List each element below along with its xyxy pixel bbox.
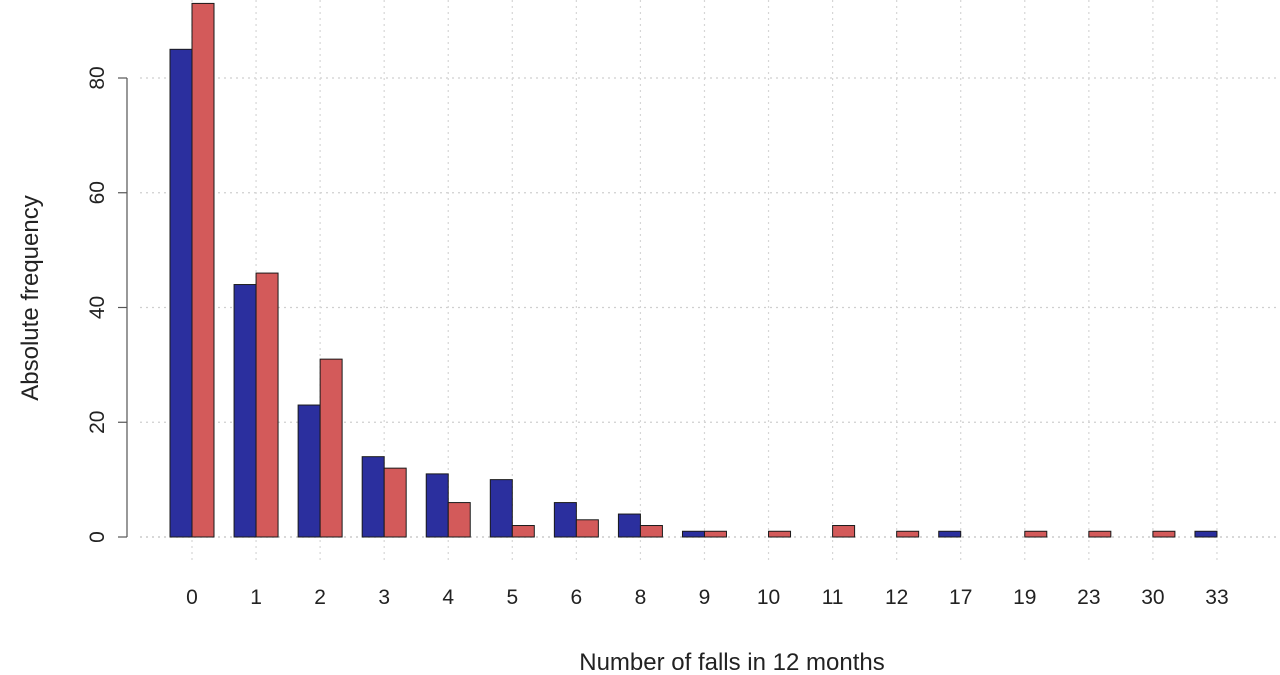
- bar-10-series-2: [768, 530, 792, 538]
- y-tick-label: 0: [86, 531, 109, 543]
- bar-33-series-1: [1194, 530, 1218, 538]
- x-tick-label: 3: [378, 586, 390, 609]
- bar-6-series-1: [553, 502, 577, 538]
- x-tick-label: 6: [571, 586, 583, 609]
- bar-1-series-1: [233, 284, 257, 538]
- x-tick-label: 12: [885, 586, 908, 609]
- x-tick-label: 5: [506, 586, 518, 609]
- bar-2-series-1: [297, 404, 321, 538]
- x-tick-label: 9: [699, 586, 711, 609]
- x-tick-label: 17: [949, 586, 972, 609]
- x-tick-label: 33: [1205, 586, 1228, 609]
- x-tick-label: 4: [442, 586, 454, 609]
- bar-5-series-1: [489, 479, 513, 538]
- y-tick-label: 80: [86, 66, 109, 89]
- x-tick-label: 2: [314, 586, 326, 609]
- bar-19-series-2: [1024, 530, 1048, 538]
- y-tick-label: 60: [86, 181, 109, 204]
- x-tick-label: 8: [635, 586, 647, 609]
- x-axis-label: Number of falls in 12 months: [579, 649, 884, 675]
- bars: [169, 2, 1218, 538]
- bar-4-series-1: [425, 473, 449, 538]
- bar-4-series-2: [447, 502, 471, 538]
- y-tick-label: 40: [86, 296, 109, 319]
- bar-8-series-1: [617, 513, 641, 538]
- x-tick-label: 10: [757, 586, 780, 609]
- bar-0-series-2: [191, 2, 215, 538]
- bar-1-series-2: [255, 272, 279, 538]
- bar-11-series-2: [832, 525, 856, 538]
- bar-23-series-2: [1088, 530, 1112, 538]
- bar-3-series-1: [361, 456, 385, 538]
- bar-6-series-2: [575, 519, 599, 538]
- x-tick-label: 11: [822, 586, 844, 609]
- bar-5-series-2: [511, 525, 535, 538]
- y-axis-label: Absolute frequency: [17, 195, 44, 400]
- bar-9-series-1: [681, 530, 705, 538]
- bar-8-series-2: [639, 525, 663, 538]
- y-axis: 0 20 40 60 80: [86, 66, 128, 543]
- bar-9-series-2: [703, 530, 727, 538]
- bar-17-series-1: [938, 530, 962, 538]
- x-tick-label: 23: [1077, 586, 1100, 609]
- x-tick-label: 0: [186, 586, 198, 609]
- bar-0-series-1: [169, 48, 193, 538]
- bar-3-series-2: [383, 467, 407, 538]
- y-tick-label: 20: [86, 411, 109, 434]
- bar-12-series-2: [896, 530, 920, 538]
- x-tick-label: 19: [1013, 586, 1036, 609]
- x-tick-label: 1: [250, 586, 262, 609]
- x-tick-labels: 0 1 2 3 4 5 6 8 9 10 11 12 17 19 23 30 33: [186, 586, 1228, 609]
- bar-2-series-2: [319, 358, 343, 538]
- bar-30-series-2: [1152, 530, 1176, 538]
- x-tick-label: 30: [1141, 586, 1164, 609]
